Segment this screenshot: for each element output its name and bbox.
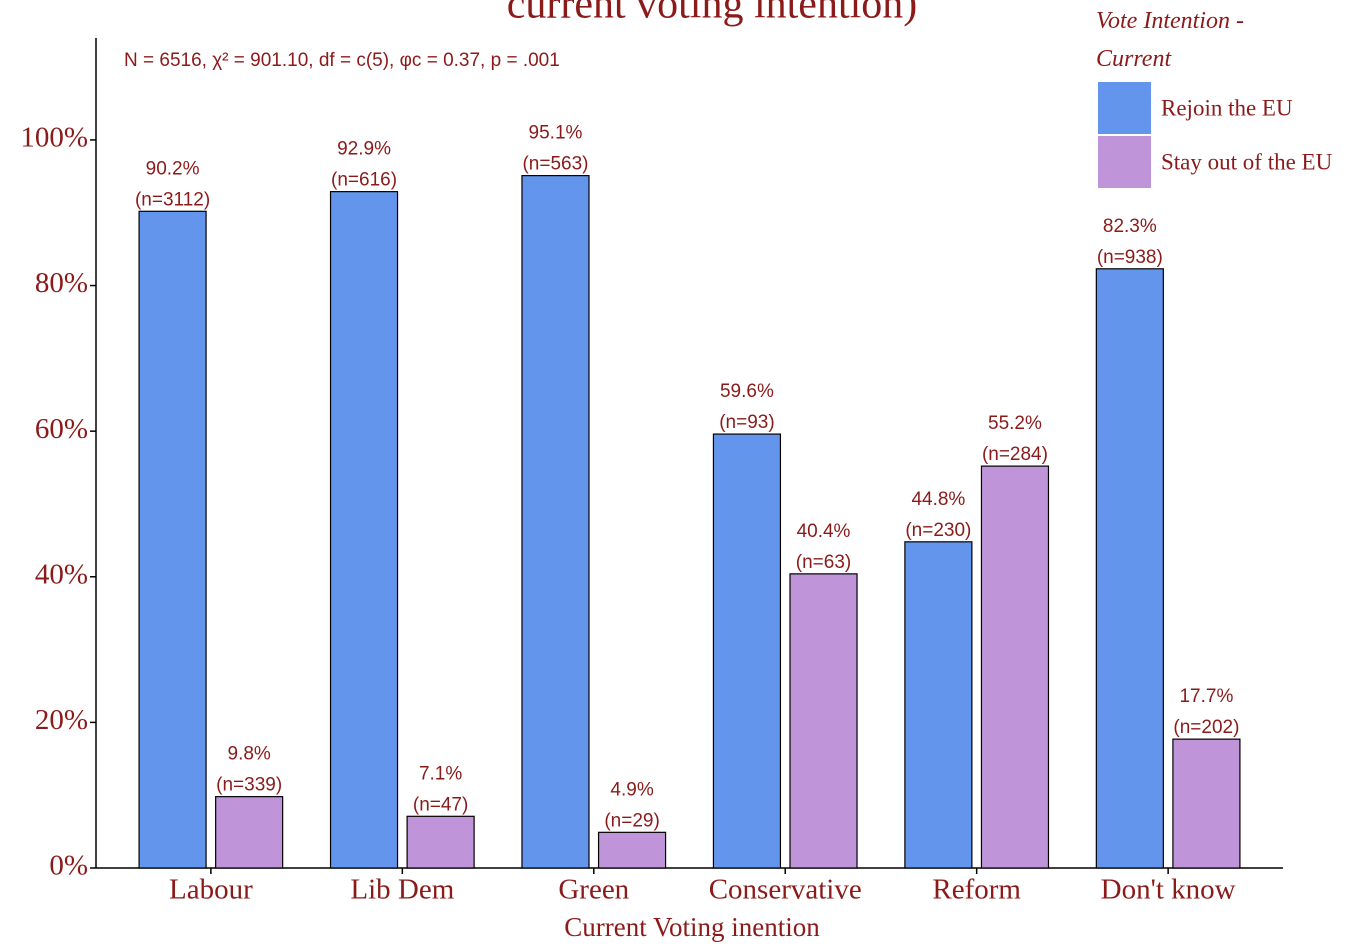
- legend-title: Vote Intention - Current: [1096, 8, 1244, 72]
- count-label: (n=284): [982, 444, 1048, 465]
- x-axis-label: Current Voting inention: [564, 912, 820, 942]
- bar: [521, 175, 590, 869]
- count-label: (n=29): [604, 810, 659, 831]
- legend-title-box: Vote Intention - Current: [1096, 8, 1244, 72]
- legend-label: Stay out of the EU: [1161, 149, 1333, 174]
- value-label: 17.7%: [1179, 686, 1233, 707]
- bar: [789, 573, 858, 869]
- count-label: (n=616): [331, 170, 397, 191]
- bar: [1172, 738, 1241, 869]
- x-tick-label: Don't know: [1101, 874, 1236, 906]
- count-label: (n=230): [905, 520, 971, 541]
- bar: [980, 465, 1050, 869]
- count-label: (n=93): [719, 412, 774, 433]
- y-tick-label: 80%: [35, 267, 88, 299]
- value-label: 4.9%: [610, 779, 653, 800]
- count-label: (n=938): [1097, 247, 1163, 268]
- bar: [597, 831, 667, 869]
- count-label: (n=339): [216, 775, 282, 796]
- annotation: N = 6516, χ² = 901.10, df = c(5), φc = 0…: [124, 50, 560, 71]
- x-tick-label: Green: [558, 874, 629, 906]
- value-label: 82.3%: [1103, 216, 1157, 237]
- value-label: 7.1%: [419, 763, 462, 784]
- value-label: 92.9%: [337, 139, 391, 160]
- x-tick-label: Labour: [169, 874, 253, 906]
- x-tick-label: Conservative: [709, 874, 862, 906]
- value-label: 95.1%: [529, 123, 583, 144]
- bar: [712, 433, 782, 869]
- y-tick-label: 60%: [35, 413, 88, 445]
- bar: [904, 541, 973, 869]
- value-label: 55.2%: [988, 413, 1042, 434]
- y-tick-label: 0%: [49, 850, 88, 882]
- value-label: 44.8%: [911, 489, 965, 510]
- value-label: 59.6%: [720, 381, 774, 402]
- count-label: (n=47): [413, 794, 468, 815]
- legend-label: Rejoin the EU: [1161, 95, 1293, 120]
- bar: [138, 210, 207, 869]
- count-label: (n=563): [522, 154, 588, 175]
- value-label: 9.8%: [228, 744, 271, 765]
- count-label: (n=3112): [135, 189, 210, 210]
- chart-title: current voting intention): [507, 0, 918, 28]
- bar: [215, 796, 284, 869]
- y-tick-label: 40%: [35, 558, 88, 590]
- y-tick-label: 100%: [20, 122, 88, 154]
- value-label: 90.2%: [146, 158, 200, 179]
- count-label: (n=63): [796, 552, 851, 573]
- bar: [329, 191, 399, 869]
- bar: [406, 815, 475, 869]
- bar: [1095, 268, 1164, 869]
- value-label: 40.4%: [797, 521, 851, 542]
- y-tick-label: 20%: [35, 704, 88, 736]
- legend-swatch: [1098, 82, 1151, 134]
- count-label: (n=202): [1173, 717, 1239, 738]
- x-tick-label: Reform: [932, 874, 1021, 906]
- x-tick-label: Lib Dem: [350, 874, 454, 906]
- legend-swatch: [1098, 136, 1151, 188]
